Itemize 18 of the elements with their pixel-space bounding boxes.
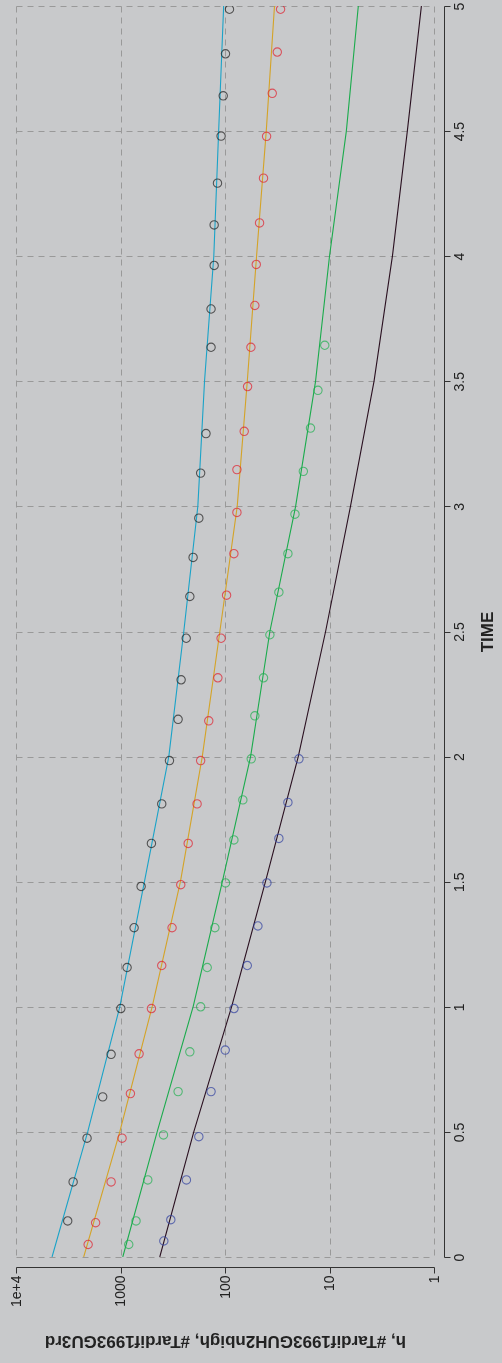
y-tick-label: 3.5: [450, 371, 467, 392]
x-tick-label: 1000: [112, 1275, 128, 1307]
x-tick-label: 100: [216, 1275, 233, 1299]
y-tick-label: 4: [450, 252, 467, 261]
x-tick-label: 10: [321, 1275, 337, 1292]
y-axis-title: TIME: [477, 611, 497, 653]
y-tick-label: 2: [450, 753, 467, 761]
y-tick-label: 4.5: [450, 121, 467, 142]
x-tick-label: 1e+4: [7, 1275, 24, 1308]
y-tick-label: 0: [450, 1253, 467, 1262]
y-tick-label: 1: [450, 1003, 467, 1012]
y-tick-label: 1.5: [450, 872, 467, 892]
y-tick-label: 5: [450, 2, 467, 11]
y-tick-label: 2.5: [450, 622, 467, 642]
x-tick-label: 1: [425, 1275, 442, 1284]
y-tick-label: 0.5: [450, 1122, 467, 1143]
x-axis-title: h, #Tardif1993GUH2nbigh, #Tardif1993GU3rd: [44, 1332, 407, 1352]
y-tick-label: 3: [450, 502, 467, 511]
